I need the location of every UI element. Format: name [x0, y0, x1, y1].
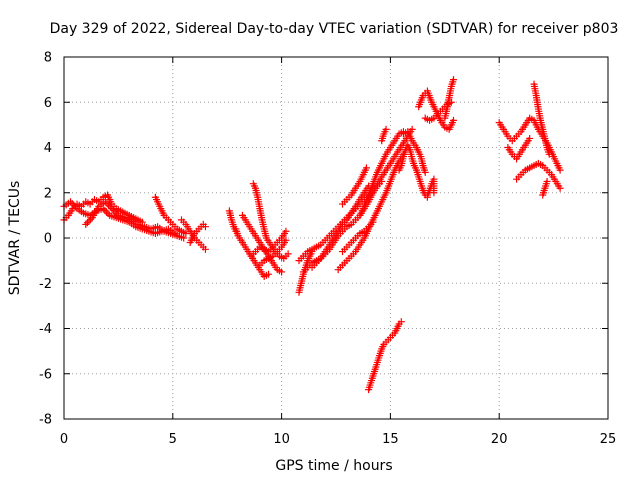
data-point-marker — [106, 203, 114, 211]
data-point-marker — [70, 201, 78, 209]
data-point-marker — [556, 184, 564, 192]
data-point-marker — [108, 205, 116, 213]
data-point-marker — [113, 210, 121, 218]
y-tick-label: -2 — [39, 277, 52, 292]
data-point-marker — [68, 199, 76, 207]
y-axis-label: SDTVAR / TECUs — [7, 181, 23, 296]
data-point-marker — [284, 250, 292, 258]
x-tick-label: 25 — [600, 432, 617, 447]
data-point-marker — [201, 223, 209, 231]
data-point-marker — [450, 116, 458, 124]
data-point-marker — [430, 189, 438, 197]
data-point-marker — [421, 168, 429, 176]
x-tick-label: 5 — [169, 432, 177, 447]
chart-title: Day 329 of 2022, Sidereal Day-to-day VTE… — [50, 21, 619, 37]
y-tick-labels: -8 -6 -4 -2 0 2 4 6 8 — [39, 51, 52, 428]
y-tick-label: -8 — [39, 413, 52, 428]
data-point-marker — [67, 198, 75, 206]
data-point-marker — [278, 268, 286, 276]
y-tick-label: 8 — [44, 51, 52, 66]
data-point-marker — [201, 245, 209, 253]
data-point-marker — [369, 218, 377, 226]
data-point-marker — [105, 201, 113, 209]
data-point-marker — [556, 166, 564, 174]
data-point-marker — [408, 125, 416, 133]
data-point-marker — [85, 217, 93, 225]
x-tick-labels: 0 5 10 15 20 25 — [60, 432, 616, 447]
x-tick-label: 20 — [491, 432, 508, 447]
data-point-marker — [265, 270, 273, 278]
data-point-marker — [545, 150, 553, 158]
y-tick-label: 6 — [44, 96, 52, 111]
x-tick-label: 10 — [273, 432, 290, 447]
data-points — [60, 76, 564, 394]
y-tick-label: 0 — [44, 232, 52, 247]
x-tick-label: 15 — [382, 432, 399, 447]
y-tick-label: -6 — [39, 367, 52, 382]
data-point-marker — [378, 177, 386, 185]
data-point-marker — [101, 206, 109, 214]
data-point-marker — [110, 206, 118, 214]
data-point-marker — [102, 208, 110, 216]
data-point-marker — [71, 203, 79, 211]
data-point-marker — [282, 236, 290, 244]
data-point-marker — [526, 134, 534, 142]
y-tick-label: -4 — [39, 322, 52, 337]
data-point-marker — [103, 199, 111, 207]
data-point-marker — [83, 219, 91, 227]
data-point-marker — [450, 76, 458, 84]
x-tick-label: 0 — [60, 432, 68, 447]
axis-ticks — [63, 56, 609, 420]
data-point-marker — [101, 198, 109, 206]
y-tick-label: 4 — [44, 141, 52, 156]
data-point-marker — [111, 208, 119, 216]
data-point-marker — [104, 210, 112, 218]
data-point-marker — [82, 220, 90, 228]
data-point-marker — [543, 177, 551, 185]
y-tick-label: 2 — [44, 186, 52, 201]
data-point-marker — [282, 227, 290, 235]
x-axis-label: GPS time / hours — [275, 458, 392, 474]
data-point-marker — [362, 164, 370, 172]
data-point-marker — [397, 318, 405, 326]
data-point-marker — [382, 125, 390, 133]
data-point-marker — [87, 215, 95, 223]
